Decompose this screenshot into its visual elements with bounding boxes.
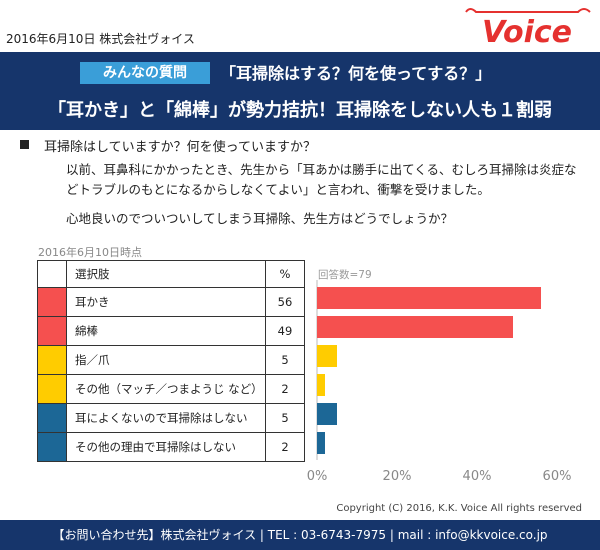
row-color-swatch xyxy=(37,432,67,462)
row-value: 5 xyxy=(265,403,305,433)
table-row: その他の理由で耳掃除はしない 2 xyxy=(37,432,305,462)
as-of-date: 2016年6月10日時点 xyxy=(38,246,142,259)
row-value: 56 xyxy=(265,287,305,317)
question-title: 耳掃除はしていますか？何を使っていますか？ xyxy=(44,140,316,155)
row-label: 綿棒 xyxy=(66,316,266,346)
row-label: 耳によくないので耳掃除はしない xyxy=(66,403,266,433)
question-tag: みんなの質問 xyxy=(80,62,210,84)
row-color-swatch xyxy=(37,345,67,375)
table-row: 指／爪 5 xyxy=(37,345,305,375)
row-label: その他（マッチ／つまようじ など） xyxy=(66,374,266,404)
row-color-swatch xyxy=(37,403,67,433)
header-date-company: 2016年6月10日 株式会社ヴォイス xyxy=(6,32,195,46)
title-banner: みんなの質問 「耳掃除はする？何を使ってする？」 「耳かき」と「綿棒」が勢力拮抗… xyxy=(0,52,600,130)
table-header-row: 選択肢 % xyxy=(37,260,305,288)
results-table: 選択肢 % 耳かき 56 綿棒 49 指／爪 5 その他（マッチ／つまようじ など） 2 耳によ… xyxy=(37,260,305,462)
bar xyxy=(317,287,541,309)
question-follow: 心地良いのでついついしてしまう耳掃除、先生方はどうでしょうか？ xyxy=(66,211,454,226)
voice-logo: Voice xyxy=(465,8,591,50)
bar xyxy=(317,403,337,425)
question-body: 以前、耳鼻科にかかったとき、先生から「耳あかは勝手に出てくる、むしろ耳掃除は炎症… xyxy=(66,162,577,197)
bar xyxy=(317,432,325,454)
row-value: 2 xyxy=(265,374,305,404)
voice-logo-text: Voice xyxy=(482,15,572,50)
row-label: 指／爪 xyxy=(66,345,266,375)
x-tick-label: 40% xyxy=(463,469,492,484)
header-pct: % xyxy=(265,260,305,288)
table-row: 綿棒 49 xyxy=(37,316,305,346)
row-color-swatch xyxy=(37,287,67,317)
contact-footer: 【お問い合わせ先】株式会社ヴォイス | TEL : 03-6743-7975 |… xyxy=(0,520,600,550)
row-color-swatch xyxy=(37,316,67,346)
banner-question: 「耳掃除はする？何を使ってする？」 xyxy=(220,64,492,83)
bar-chart: 0% 20% 40% 60% xyxy=(307,280,572,484)
row-label: その他の理由で耳掃除はしない xyxy=(66,432,266,462)
bar xyxy=(317,316,513,338)
respondent-count: 回答数=79 xyxy=(318,269,372,281)
table-row: 耳によくないので耳掃除はしない 5 xyxy=(37,403,305,433)
x-tick-label: 60% xyxy=(543,469,572,484)
bullet-square xyxy=(20,140,29,149)
table-row: 耳かき 56 xyxy=(37,287,305,317)
table-row: その他（マッチ／つまようじ など） 2 xyxy=(37,374,305,404)
banner-headline: 「耳かき」と「綿棒」が勢力拮抗！耳掃除をしない人も１割弱 xyxy=(48,100,552,121)
x-tick-label: 0% xyxy=(307,469,328,484)
bar xyxy=(317,374,325,396)
bar xyxy=(317,345,337,367)
row-value: 2 xyxy=(265,432,305,462)
copyright: Copyright (C) 2016, K.K. Voice All right… xyxy=(336,503,582,514)
x-tick-label: 20% xyxy=(383,469,412,484)
row-color-swatch xyxy=(37,374,67,404)
